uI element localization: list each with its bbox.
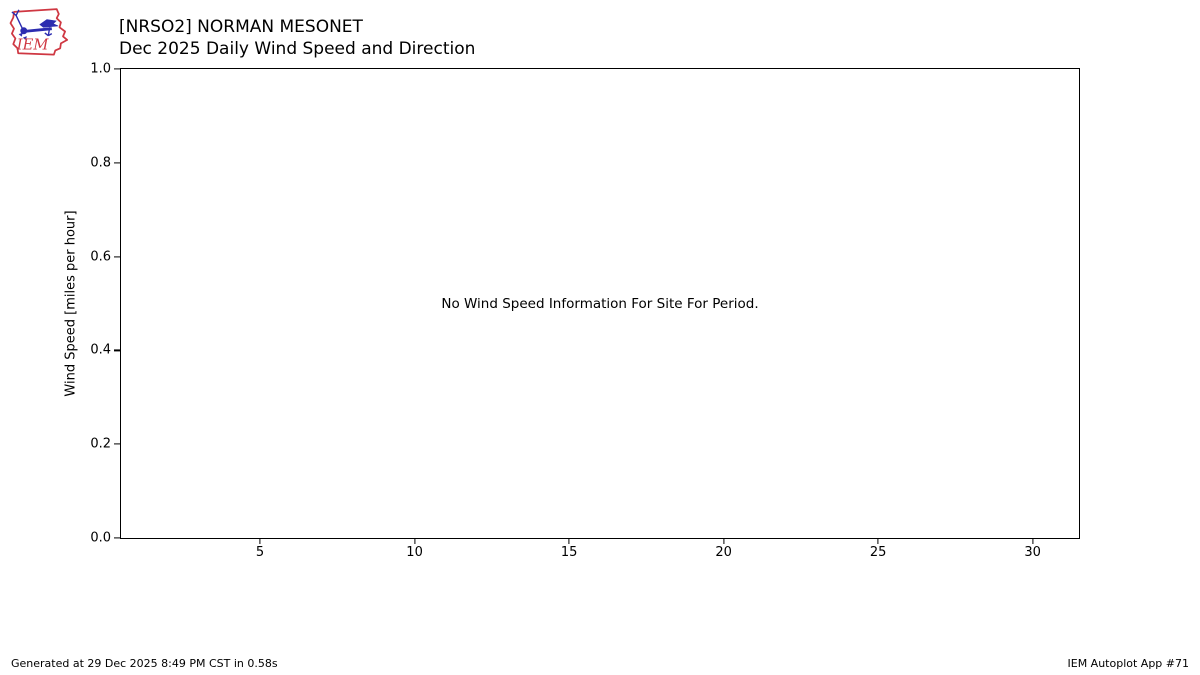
- chart-title: [NRSO2] NORMAN MESONET: [119, 17, 363, 37]
- x-tick-mark: [259, 539, 261, 545]
- chart-subtitle: Dec 2025 Daily Wind Speed and Direction: [119, 39, 476, 59]
- no-data-message: No Wind Speed Information For Site For P…: [441, 295, 759, 312]
- y-axis-label: Wind Speed [miles per hour]: [63, 210, 79, 397]
- y-tick-mark: [114, 162, 120, 164]
- x-tick-mark: [877, 539, 879, 545]
- x-tick-mark: [413, 539, 416, 545]
- x-tick-label: 20: [715, 545, 732, 560]
- iem-logo: IEM: [9, 8, 69, 56]
- plot-area: No Wind Speed Information For Site For P…: [90, 62, 1080, 560]
- app-credit-text: IEM Autoplot App #71: [1067, 657, 1190, 670]
- x-tick-label: 15: [560, 545, 578, 560]
- y-tick-label: 0.8: [90, 155, 111, 171]
- x-tick-label: 30: [1024, 545, 1041, 560]
- generated-at-text: Generated at 29 Dec 2025 8:49 PM CST in …: [11, 657, 278, 670]
- y-tick-label: 1.0: [90, 61, 111, 77]
- y-tick-label: 0.6: [90, 249, 111, 265]
- x-tick-label: 5: [255, 545, 265, 560]
- x-tick-label: 10: [406, 545, 423, 560]
- y-tick-label: 0.4: [90, 342, 111, 358]
- x-tick-label: 25: [869, 545, 887, 560]
- y-axis-label-box: Wind Speed [miles per hour]: [61, 68, 81, 539]
- y-tick-mark: [114, 443, 120, 445]
- chart-titles: [NRSO2] NORMAN MESONET Dec 2025 Daily Wi…: [119, 16, 475, 60]
- x-tick-mark: [568, 539, 570, 545]
- y-tick-mark: [114, 349, 120, 351]
- y-tick-label: 0.0: [90, 530, 111, 546]
- y-tick-mark: [114, 68, 120, 70]
- x-tick-mark: [723, 539, 725, 545]
- iem-logo-text: IEM: [16, 37, 50, 54]
- x-tick-mark: [1032, 539, 1034, 545]
- y-tick-label: 0.2: [90, 436, 111, 452]
- anemometer-icon: [11, 9, 59, 41]
- y-tick-mark: [114, 537, 120, 539]
- y-tick-mark: [114, 256, 120, 258]
